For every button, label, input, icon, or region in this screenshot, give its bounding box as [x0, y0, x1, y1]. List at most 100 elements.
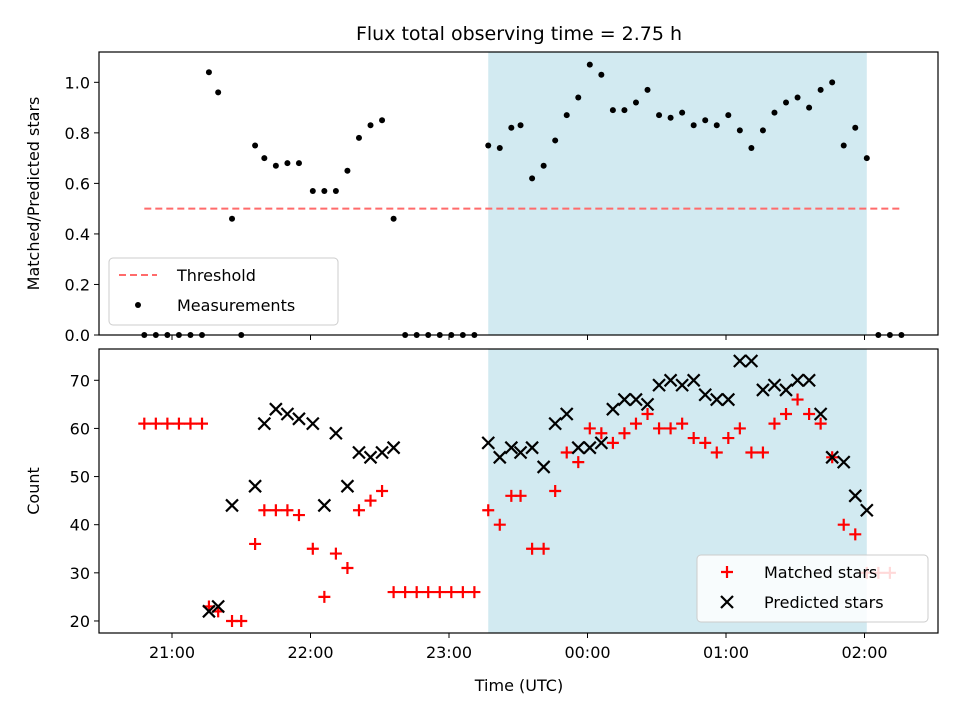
data-point	[790, 373, 805, 388]
data-point	[759, 127, 766, 134]
data-point	[340, 479, 355, 493]
data-point	[149, 417, 162, 430]
legend-swatch-measurements	[135, 302, 141, 308]
data-point	[552, 137, 559, 144]
data-point	[663, 373, 678, 388]
y-tick-label: 30	[70, 564, 90, 583]
data-point	[829, 79, 836, 86]
data-point	[617, 392, 632, 407]
data-point	[860, 503, 874, 518]
data-point	[690, 122, 697, 129]
data-point	[756, 383, 770, 397]
series-measurements	[141, 61, 905, 338]
data-point	[248, 479, 262, 493]
legend-swatch-matched	[721, 566, 733, 578]
data-point	[306, 542, 319, 555]
data-point	[261, 155, 268, 162]
data-point	[836, 455, 851, 469]
data-point	[676, 417, 689, 430]
data-point	[559, 407, 574, 421]
data-point	[508, 124, 515, 131]
data-point	[280, 407, 295, 421]
data-point	[803, 407, 816, 420]
data-point	[225, 498, 239, 513]
data-point	[352, 504, 365, 517]
y-axis-label: Matched/Predicted stars	[24, 97, 43, 291]
data-point	[698, 387, 713, 402]
data-point	[329, 426, 343, 441]
data-point	[572, 456, 585, 469]
data-point	[205, 69, 212, 76]
data-point	[840, 142, 847, 149]
data-point	[725, 112, 732, 119]
y-tick-label: 0.4	[65, 225, 90, 244]
data-point	[641, 407, 654, 420]
data-point	[609, 107, 616, 114]
data-point	[699, 436, 712, 449]
data-point	[537, 542, 550, 555]
legend-box	[696, 554, 929, 623]
data-point	[352, 445, 366, 460]
data-point	[813, 407, 828, 421]
data-point	[138, 417, 151, 430]
data-point	[606, 402, 620, 416]
data-point	[721, 392, 736, 407]
data-point	[744, 354, 759, 368]
data-point	[344, 167, 351, 174]
data-point	[317, 498, 332, 513]
data-point	[736, 127, 743, 134]
data-point	[586, 61, 593, 68]
data-point	[664, 422, 677, 435]
data-point	[306, 416, 320, 431]
plot-frame	[98, 348, 939, 634]
data-point	[794, 94, 801, 101]
data-point	[433, 586, 446, 599]
data-point	[594, 436, 609, 450]
y-tick-label: 0.6	[65, 174, 90, 193]
y-tick-label: 0.8	[65, 124, 90, 143]
x-tick-label: 21:00	[149, 643, 195, 662]
data-point	[768, 417, 781, 430]
data-point	[675, 378, 689, 392]
data-point	[526, 542, 539, 555]
data-point	[745, 446, 758, 459]
y-tick-label: 60	[70, 419, 90, 438]
data-point	[713, 122, 720, 129]
data-point	[496, 145, 503, 152]
data-point	[468, 586, 481, 599]
data-point	[481, 436, 496, 450]
data-point	[269, 402, 283, 416]
y-axis-label: Count	[24, 467, 43, 515]
legend: Threshold Measurements	[108, 257, 339, 326]
top-panel: 0.0 0.2 0.4 0.6 0.8 1.0 Matched/Predicted star…	[24, 51, 939, 345]
data-point	[618, 427, 631, 440]
data-point	[514, 489, 527, 502]
series-matched-stars	[138, 393, 896, 627]
data-point	[814, 417, 827, 430]
data-point	[825, 450, 839, 465]
data-point	[364, 494, 377, 507]
data-point	[644, 86, 651, 93]
data-point	[229, 215, 236, 222]
bottom-panel: 20 30 40 50 60 70 21:00 22:00 23:00 00:00 01:00 02:…	[24, 348, 939, 695]
data-point	[621, 107, 628, 114]
data-point	[575, 94, 582, 101]
data-point	[606, 436, 619, 449]
data-point	[196, 417, 209, 430]
y-tick-label: 50	[70, 468, 90, 487]
data-point	[653, 422, 666, 435]
data-point	[172, 417, 185, 430]
data-point	[376, 485, 389, 497]
data-point	[563, 112, 570, 119]
data-point	[779, 383, 793, 397]
x-tick-label: 00:00	[564, 643, 610, 662]
data-point	[355, 134, 362, 141]
data-point	[258, 504, 271, 517]
x-tick-label: 23:00	[426, 643, 472, 662]
data-point	[837, 518, 850, 531]
data-point	[529, 175, 536, 182]
data-point	[863, 155, 870, 162]
data-point	[493, 518, 506, 531]
chart-title: Flux total observing time = 2.75 h	[356, 23, 682, 45]
